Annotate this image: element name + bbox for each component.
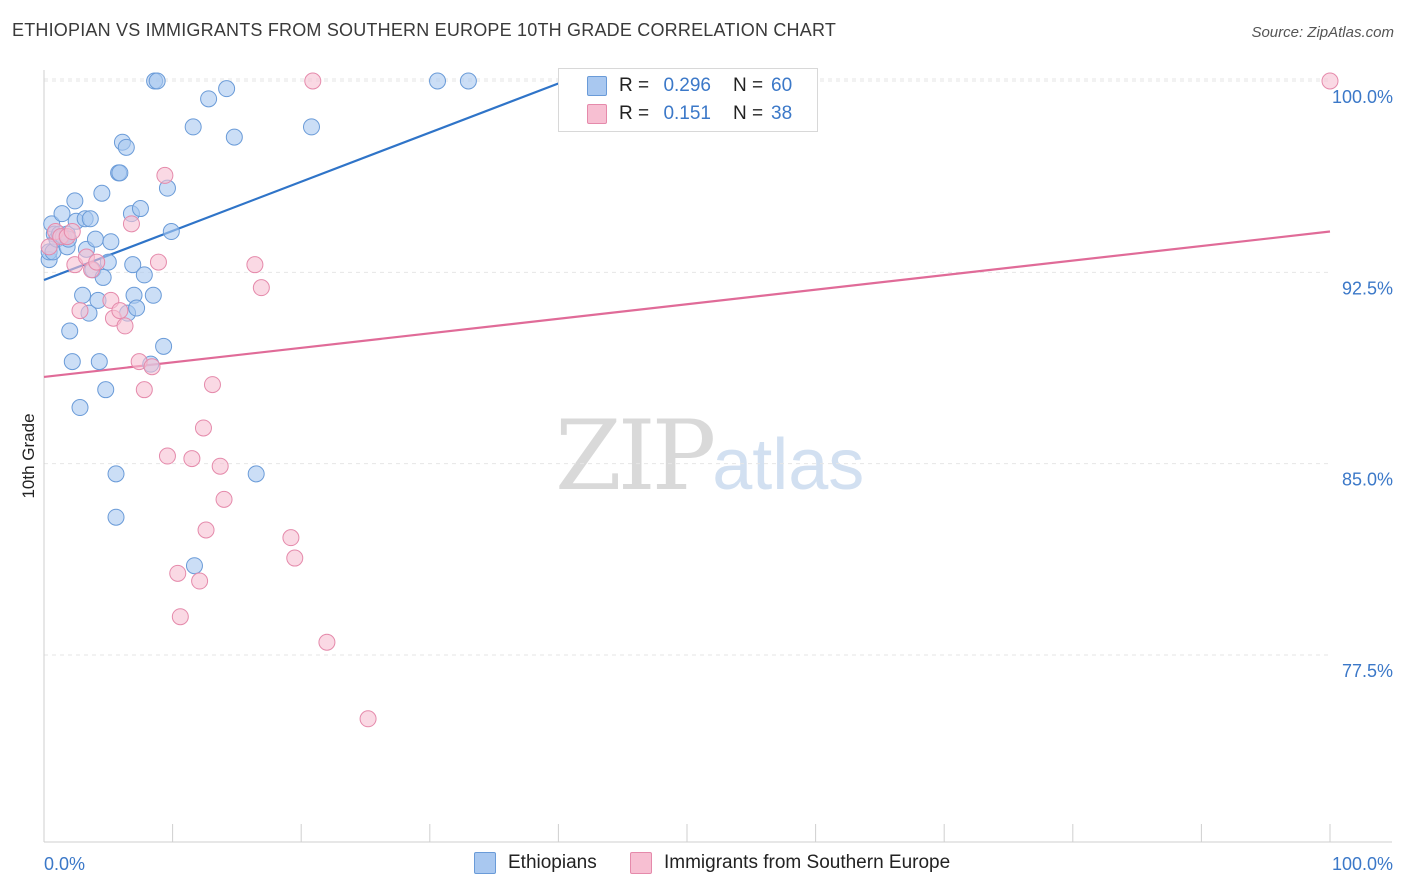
legend-r-value: 0.151 [663, 103, 711, 124]
y-tick-label: 85.0% [1342, 470, 1393, 490]
ethiopian-point [184, 118, 202, 136]
x-tick-label: 100.0% [1332, 854, 1393, 874]
axis-layer [43, 70, 1392, 843]
ethiopian-point [218, 80, 236, 98]
southern-europe-point [171, 608, 189, 626]
legend-item-southern-europe[interactable]: Immigrants from Southern Europe [630, 852, 950, 874]
southern-europe-point [40, 238, 58, 256]
ethiopian-point [71, 399, 89, 417]
ethiopian-point [74, 286, 92, 304]
y-tick-label: 77.5% [1342, 661, 1393, 681]
southern-europe-point [282, 529, 300, 547]
legend-r-label: R = [619, 75, 650, 96]
legend-swatch-pink [630, 852, 652, 874]
legend-item-ethiopians[interactable]: Ethiopians [474, 852, 597, 874]
x-tick-label: 0.0% [44, 854, 85, 874]
ethiopian-point [61, 322, 79, 340]
southern-europe-point [71, 302, 89, 320]
southern-europe-point [183, 450, 201, 468]
ethiopian-point [117, 138, 135, 156]
southern-europe-point [88, 253, 106, 271]
ethiopian-point [111, 164, 129, 182]
legend-r-label: R = [619, 103, 650, 124]
ethiopian-point [90, 353, 108, 371]
points-layer [40, 72, 1339, 728]
southern-europe-point [286, 549, 304, 567]
ethiopian-point [53, 205, 71, 223]
legend-n-value: 60 [771, 75, 793, 96]
southern-europe-trendline [43, 230, 1331, 379]
southern-europe-point [197, 521, 215, 539]
y-axis-label: 10th Grade [19, 413, 38, 498]
southern-europe-point [252, 279, 270, 297]
southern-europe-point [116, 317, 134, 335]
southern-europe-point [203, 376, 221, 394]
ethiopian-point [200, 90, 218, 108]
chart-title: ETHIOPIAN VS IMMIGRANTS FROM SOUTHERN EU… [12, 20, 837, 40]
southern-europe-point [359, 710, 377, 728]
y-tick-label: 92.5% [1342, 278, 1393, 298]
legend-label: Ethiopians [508, 852, 597, 873]
ethiopian-point [97, 381, 115, 399]
y-tick-label: 100.0% [1332, 87, 1393, 107]
southern-europe-point [143, 358, 161, 376]
legend-row-ethiopians: R = 0.296 N = 60 [559, 72, 792, 100]
ethiopian-point [107, 465, 125, 483]
legend-swatch-blue [474, 852, 496, 874]
southern-europe-point [194, 419, 212, 437]
southern-europe-point [149, 253, 167, 271]
ethiopian-point [131, 200, 149, 218]
southern-europe-point [304, 72, 322, 90]
ethiopian-point [148, 72, 166, 90]
ethiopian-point [81, 210, 99, 228]
trend-layer [43, 79, 1331, 379]
southern-europe-point [1321, 72, 1339, 90]
legend-label: Immigrants from Southern Europe [664, 852, 951, 873]
legend-n-value: 38 [771, 103, 793, 124]
ethiopian-point [128, 299, 146, 317]
ethiopian-point [107, 508, 125, 526]
ethiopian-point [86, 230, 104, 248]
ethiopian-trendline [43, 79, 566, 282]
ethiopian-point [185, 557, 203, 575]
ethiopian-point [135, 266, 153, 284]
southern-europe-point [246, 256, 264, 274]
southern-europe-point [156, 166, 174, 184]
southern-europe-point [318, 633, 336, 651]
ethiopian-point [124, 256, 142, 274]
legend-n-label: N = [733, 103, 764, 124]
legend-swatch-pink [587, 104, 607, 124]
legend-r-value: 0.296 [663, 75, 711, 96]
southern-europe-point [211, 457, 229, 475]
label-layer: 100.0% 92.5% 85.0% 77.5% 0.0% 100.0% 10th Grad… [19, 87, 1393, 874]
ethiopian-point [63, 353, 81, 371]
southern-europe-point [215, 490, 233, 508]
ethiopian-point [459, 72, 477, 90]
ethiopian-point [66, 192, 84, 210]
ethiopian-point [102, 233, 120, 251]
ethiopian-point [144, 286, 162, 304]
ethiopian-point [162, 223, 180, 241]
legend-n-label: N = [733, 75, 764, 96]
ethiopian-point [302, 118, 320, 136]
southern-europe-point [169, 564, 187, 582]
southern-europe-point [63, 223, 81, 241]
southern-europe-point [158, 447, 176, 465]
southern-europe-point [191, 572, 209, 590]
source-label: Source: ZipAtlas.com [1251, 24, 1394, 41]
southern-europe-point [135, 381, 153, 399]
correlation-legend: R = 0.296 N = 60 R = 0.151 N = 38 [558, 68, 818, 132]
series-legend: Ethiopians Immigrants from Southern Euro… [0, 852, 1406, 876]
grid-layer [44, 78, 1330, 656]
ethiopian-point [225, 128, 243, 146]
ethiopian-point [247, 465, 265, 483]
ethiopian-point [93, 184, 111, 202]
legend-swatch-blue [587, 76, 607, 96]
legend-row-southern-europe: R = 0.151 N = 38 [559, 100, 792, 128]
southern-europe-point [111, 302, 129, 320]
ethiopian-point [155, 337, 173, 355]
ethiopian-point [429, 72, 447, 90]
southern-europe-point [122, 215, 140, 233]
